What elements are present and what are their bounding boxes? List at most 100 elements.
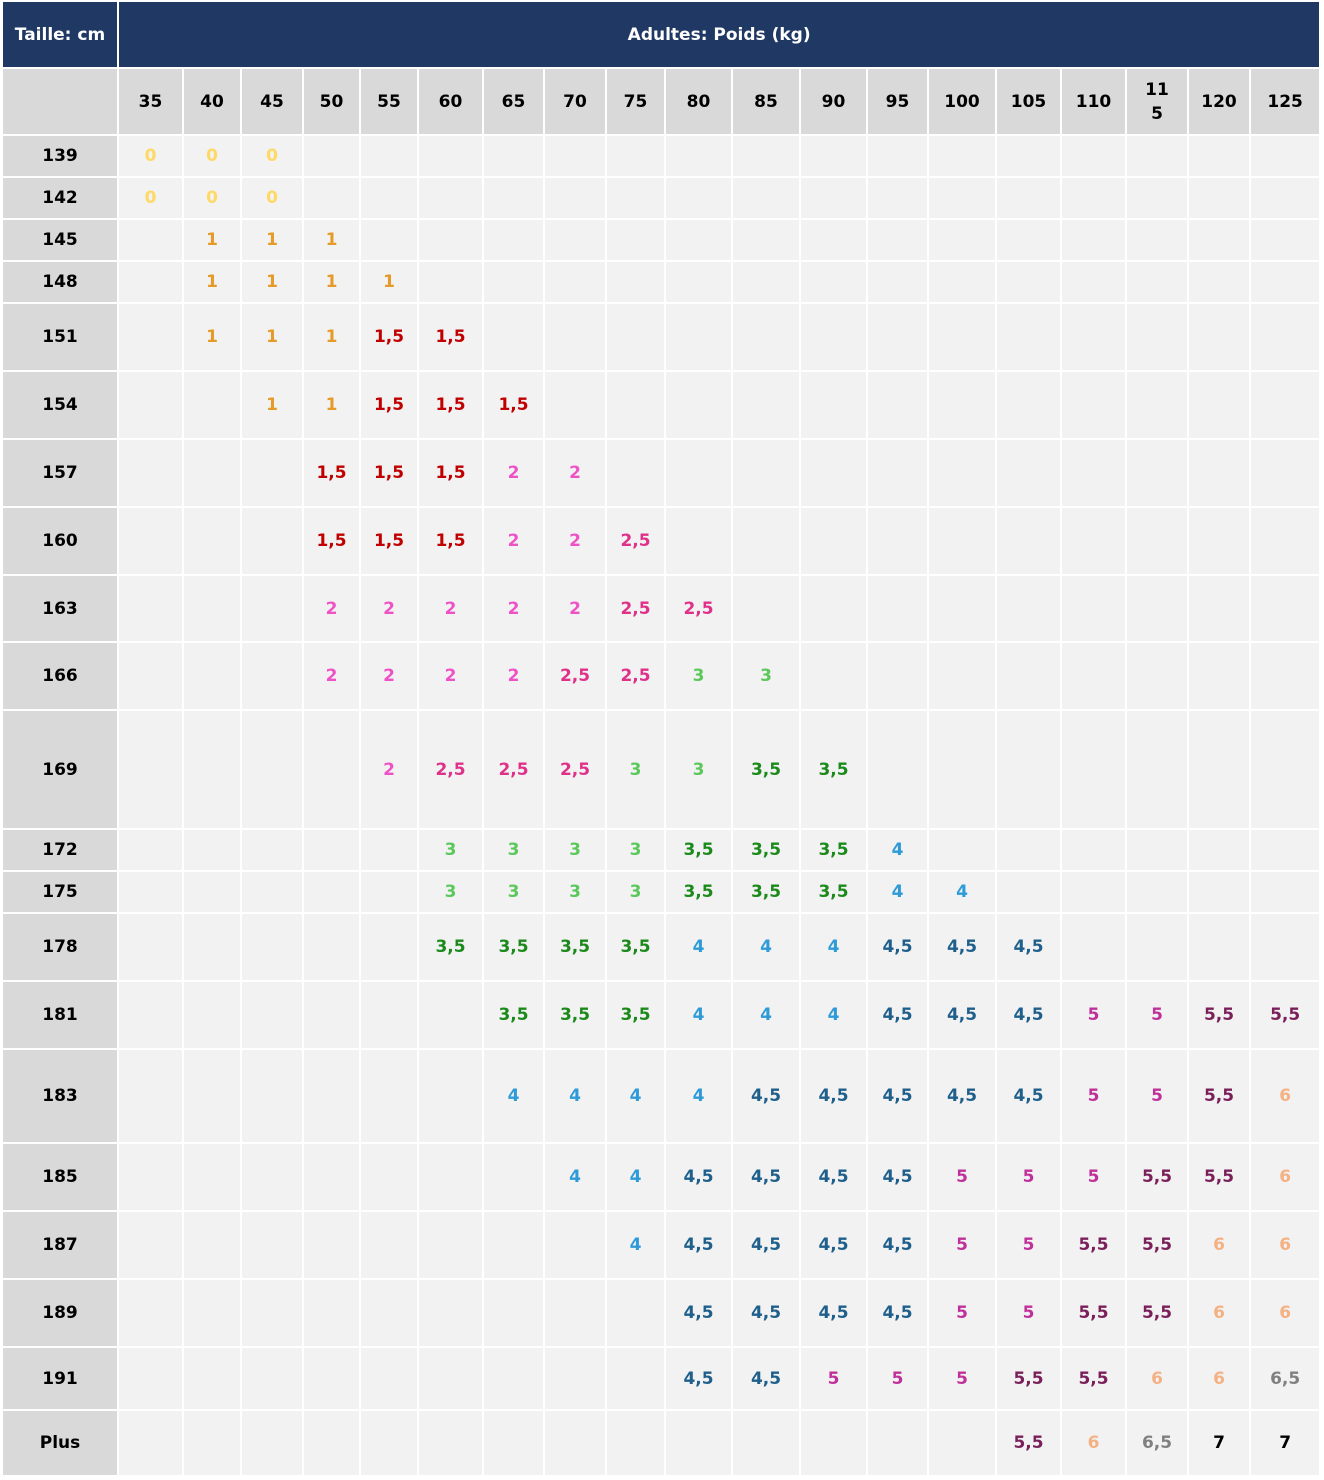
cell: 4 — [866, 870, 929, 914]
cell — [927, 370, 997, 440]
height-label: 178 — [1, 912, 119, 982]
cell — [359, 134, 419, 178]
size-row: 189 4,5 4,5 4,5 4,5 5 5 5,5 5,5 6 6 — [1, 1278, 1322, 1348]
weight-header: 125 — [1248, 67, 1322, 136]
cell: 4,5 — [731, 1278, 801, 1348]
cell — [605, 1278, 666, 1348]
cell: 5,5 — [1187, 1142, 1251, 1212]
cell — [482, 1142, 545, 1212]
cell — [482, 134, 545, 178]
cell: 0 — [182, 134, 242, 178]
cell — [731, 506, 801, 576]
cell — [1060, 134, 1127, 178]
cell — [240, 709, 304, 830]
cell: 4,5 — [664, 1278, 733, 1348]
cell: 6 — [1060, 1409, 1127, 1477]
cell — [927, 302, 997, 372]
height-label: 157 — [1, 438, 119, 508]
cell — [240, 1346, 304, 1411]
height-label: 145 — [1, 218, 119, 262]
cell — [1125, 218, 1189, 262]
cell: 4,5 — [866, 1278, 929, 1348]
cell — [799, 1409, 868, 1477]
cell — [182, 370, 242, 440]
height-label: 139 — [1, 134, 119, 178]
cell — [117, 1210, 184, 1280]
cell — [359, 176, 419, 220]
cell — [117, 260, 184, 304]
cell — [543, 1278, 607, 1348]
cell — [927, 709, 997, 830]
cell — [302, 870, 361, 914]
cell — [664, 370, 733, 440]
cell: 7 — [1248, 1409, 1322, 1477]
cell: 4,5 — [799, 1278, 868, 1348]
cell: 3,5 — [664, 870, 733, 914]
cell: 5,5 — [1060, 1210, 1127, 1280]
cell: 4,5 — [664, 1142, 733, 1212]
cell — [1125, 912, 1189, 982]
cell — [1187, 870, 1251, 914]
cell: 2 — [359, 574, 419, 643]
cell: 1,5 — [417, 370, 484, 440]
cell — [417, 176, 484, 220]
cell — [866, 302, 929, 372]
cell — [1060, 870, 1127, 914]
cell: 5,5 — [1187, 1048, 1251, 1144]
cell — [927, 260, 997, 304]
cell: 6 — [1248, 1210, 1322, 1280]
cell — [117, 1278, 184, 1348]
cell — [240, 1409, 304, 1477]
cell — [1248, 912, 1322, 982]
cell: 3,5 — [799, 870, 868, 914]
cell — [182, 709, 242, 830]
cell: 4,5 — [799, 1142, 868, 1212]
cell: 6 — [1187, 1278, 1251, 1348]
cell — [417, 1346, 484, 1411]
cell — [799, 134, 868, 178]
cell — [995, 134, 1062, 178]
cell — [240, 980, 304, 1050]
cell: 4 — [866, 828, 929, 872]
cell — [866, 134, 929, 178]
cell — [731, 176, 801, 220]
cell: 3,5 — [799, 709, 868, 830]
cell — [605, 260, 666, 304]
weight-header: 75 — [605, 67, 666, 136]
cell: 5 — [1060, 980, 1127, 1050]
cell: 3,5 — [482, 980, 545, 1050]
cell — [799, 218, 868, 262]
cell — [359, 1409, 419, 1477]
cell — [731, 1409, 801, 1477]
height-label: 172 — [1, 828, 119, 872]
cell — [182, 506, 242, 576]
cell — [605, 1409, 666, 1477]
cell — [117, 980, 184, 1050]
cell — [799, 370, 868, 440]
cell — [117, 574, 184, 643]
cell — [1187, 176, 1251, 220]
cell — [1060, 709, 1127, 830]
cell — [302, 828, 361, 872]
cell — [866, 641, 929, 711]
weight-header: 45 — [240, 67, 304, 136]
cell — [664, 176, 733, 220]
cell: 4 — [482, 1048, 545, 1144]
cell — [799, 641, 868, 711]
weight-header: 50 — [302, 67, 361, 136]
cell: 1,5 — [302, 438, 361, 508]
cell: 5,5 — [1125, 1210, 1189, 1280]
cell: 1,5 — [417, 302, 484, 372]
size-row: 185 4 4 4,5 4,5 4,5 4,5 5 5 5 5,5 5,5 6 — [1, 1142, 1322, 1212]
cell — [359, 1210, 419, 1280]
cell: 4,5 — [995, 912, 1062, 982]
cell — [866, 1409, 929, 1477]
cell — [1060, 176, 1127, 220]
cell — [543, 1409, 607, 1477]
cell: 1 — [182, 260, 242, 304]
size-row: 163 2 2 2 2 2 2,5 2,5 — [1, 574, 1322, 643]
cell — [1125, 641, 1189, 711]
cell: 3,5 — [543, 912, 607, 982]
cell — [866, 370, 929, 440]
